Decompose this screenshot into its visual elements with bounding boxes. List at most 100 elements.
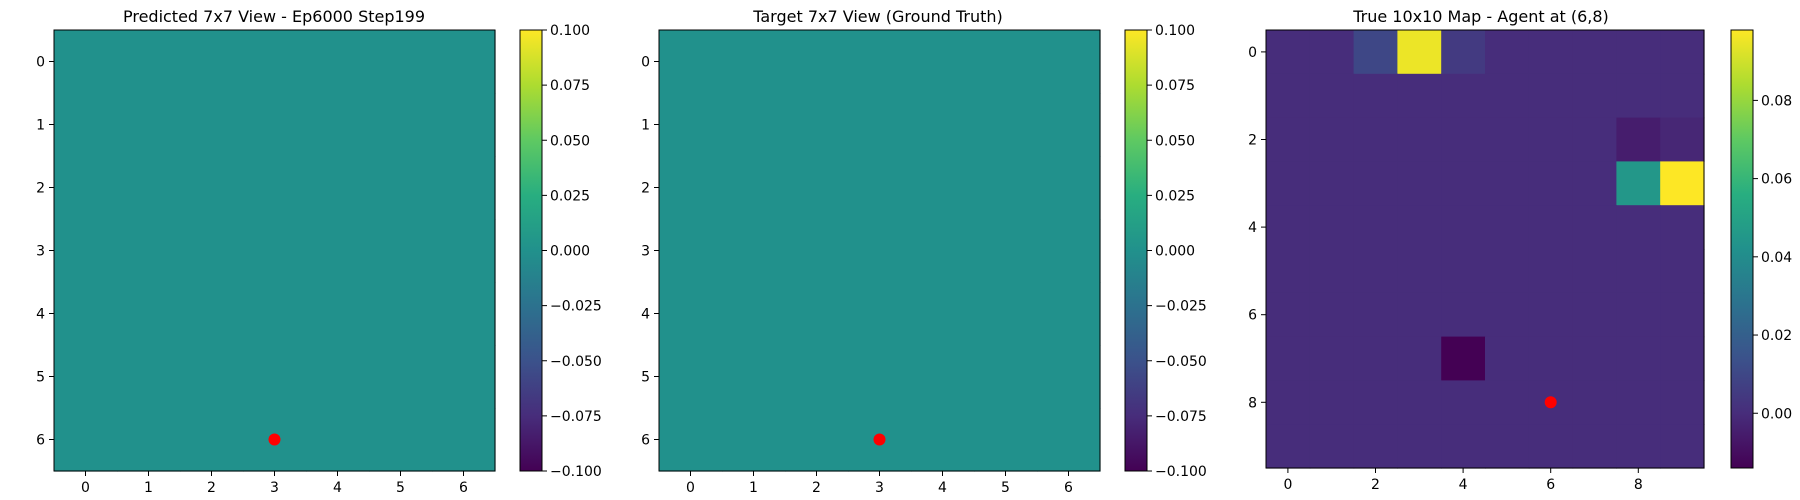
heatmap-cell [911,408,975,472]
y-tick-label: 0 [36,55,45,71]
y-tick-label: 4 [641,307,650,323]
heatmap-cell [1397,30,1442,75]
heatmap-cell [1309,205,1355,250]
x-tick-label: 4 [938,480,947,496]
heatmap-cell [722,156,786,220]
heatmap-cell [911,282,975,346]
heatmap-cell [1485,117,1530,162]
heatmap-cell [306,408,370,472]
y-tick-label: 1 [36,118,45,134]
heatmap-cell [974,93,1038,157]
heatmap-cell [1616,205,1661,250]
heatmap-cell [180,156,244,220]
heatmap-cell [1397,117,1442,162]
heatmap-cell [1616,73,1661,119]
heatmap-cell [306,345,370,409]
heatmap-cell [974,282,1038,346]
heatmap-cell [722,408,786,472]
heatmap-cell [1485,336,1530,381]
x-tick-label: 1 [144,480,153,496]
heatmap-cell [306,219,370,283]
heatmap-cell [848,219,912,283]
heatmap-cell [722,93,786,157]
heatmap-cell [1441,424,1486,469]
heatmap-cell [1660,30,1705,75]
heatmap-cell [117,219,181,283]
heatmap-cell [1616,30,1661,75]
x-tick-label: 0 [1283,477,1292,493]
x-tick-label: 4 [333,480,342,496]
heatmap-cell [722,345,786,409]
heatmap-cell [974,156,1038,220]
heatmap-cell [180,93,244,157]
heatmap-cell [369,345,433,409]
y-tick-label: 0 [641,55,650,71]
colorbar-tick-label: 0.075 [1155,78,1195,94]
y-tick-label: 6 [36,433,45,449]
heatmap-cell [785,30,849,94]
heatmap-cells [54,30,496,472]
colorbar-tick-label: 0.04 [1761,250,1792,266]
heatmap-cell [1353,380,1398,425]
heatmap-cell [1660,292,1705,338]
heatmap-cell [722,282,786,346]
panel-title: Predicted 7x7 View - Ep6000 Step199 [123,7,425,26]
heatmap-cell [1441,117,1486,162]
heatmap-cell [1616,161,1661,206]
y-tick-label: 2 [641,181,650,197]
colorbar-tick-label: −0.050 [1155,354,1207,370]
x-axis-ticks: 0 2 4 6 8 [1283,468,1643,493]
y-tick-label: 2 [36,181,45,197]
heatmap-cell [1616,117,1661,162]
heatmap-cell [432,93,496,157]
heatmap-cell [369,30,433,94]
heatmap-cell [1309,161,1355,206]
colorbar-ticks: 0.100 0.075 0.050 0.025 0.000 −0.025 −0.050 −0.… [1147,23,1207,480]
agent-marker [873,433,886,446]
heatmap-cell [1660,73,1705,119]
colorbar-tick-label: 0.075 [550,78,590,94]
heatmap-cell [1485,424,1530,469]
heatmap-cell [1353,161,1398,206]
colorbar [1124,29,1148,472]
heatmap-cell [722,219,786,283]
heatmap-cell [1397,380,1442,425]
heatmap-cell [1266,424,1311,469]
y-tick-label: 3 [641,244,650,260]
x-tick-label: 5 [396,480,405,496]
heatmap-cell [1353,30,1398,75]
y-tick-label: 6 [641,433,650,449]
heatmap-cells [1266,30,1705,469]
heatmap-cell [974,345,1038,409]
heatmap-cell [369,282,433,346]
heatmap-cell [1309,117,1355,162]
heatmap-cell [1660,424,1705,469]
heatmap-cell [1528,336,1574,381]
heatmap-cell [1528,205,1574,250]
heatmap-cell [117,93,181,157]
heatmap-cell [117,345,181,409]
x-tick-label: 2 [812,480,821,496]
heatmap-cell [659,219,723,283]
x-tick-label: 4 [1459,477,1468,493]
colorbar-tick-label: 0.100 [550,23,590,39]
heatmap-cell [1528,73,1574,119]
heatmap-cell [1485,73,1530,119]
x-axis-ticks: 0 1 2 3 4 5 6 [81,471,468,496]
heatmap-cell [117,282,181,346]
heatmap-cell [1309,30,1355,75]
heatmap-cell [659,156,723,220]
heatmap-cell [848,93,912,157]
heatmap-cell [1572,249,1617,294]
heatmap-cell [1037,219,1101,283]
heatmap-cell [54,282,118,346]
heatmap-cell [1572,292,1617,338]
heatmap-cell [785,408,849,472]
y-axis-ticks: 0 2 4 6 8 [1248,45,1266,411]
heatmap-cell [1309,380,1355,425]
heatmap-cell [1309,249,1355,294]
heatmap-cell [369,93,433,157]
colorbar-tick-label: 0.00 [1761,406,1792,422]
heatmap-cell [1353,424,1398,469]
colorbar-tick-label: −0.025 [1155,299,1207,315]
